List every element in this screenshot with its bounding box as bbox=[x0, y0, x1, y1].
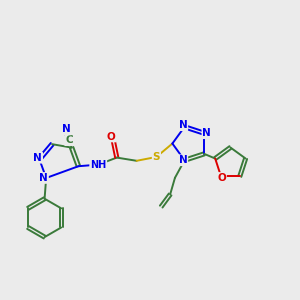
Text: N: N bbox=[202, 128, 211, 138]
Text: O: O bbox=[107, 131, 116, 142]
Text: N: N bbox=[39, 173, 48, 183]
Text: N: N bbox=[62, 124, 71, 134]
Text: O: O bbox=[217, 173, 226, 183]
Text: NH: NH bbox=[90, 160, 106, 170]
Text: C: C bbox=[65, 135, 73, 145]
Text: N: N bbox=[178, 120, 187, 130]
Text: N: N bbox=[33, 153, 42, 163]
Text: S: S bbox=[153, 152, 160, 162]
Text: N: N bbox=[178, 155, 187, 165]
